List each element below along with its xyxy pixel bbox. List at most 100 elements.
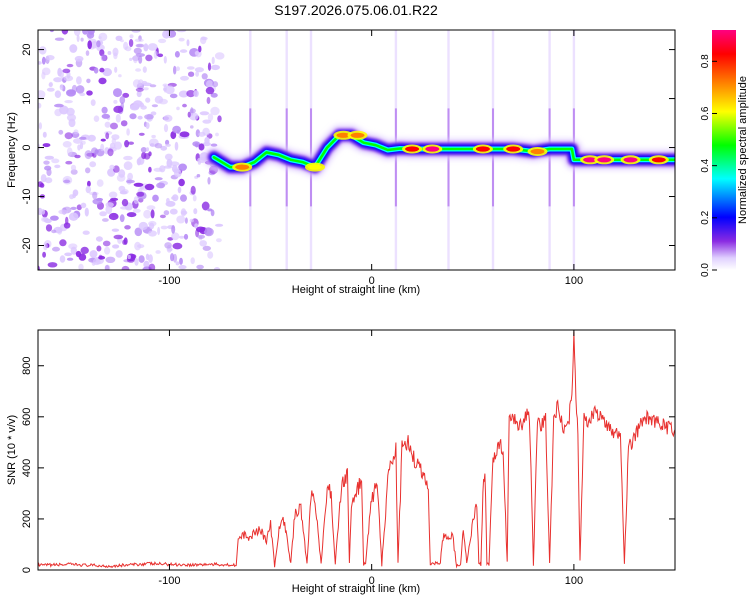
noise-blob (133, 182, 144, 187)
noise-blob (176, 106, 180, 111)
hotspot (425, 146, 440, 152)
noise-blob (154, 177, 163, 181)
noise-blob (158, 98, 168, 105)
noise-blob (66, 147, 73, 156)
noise-blob (137, 115, 143, 120)
snr-y-tick-label: 200 (21, 510, 33, 528)
noise-blob (179, 131, 190, 138)
noise-blob (145, 54, 153, 62)
noise-blob (66, 63, 74, 68)
noise-blob (147, 43, 158, 51)
noise-blob (207, 177, 211, 185)
noise-blob (84, 150, 93, 160)
noise-blob (171, 164, 178, 173)
hotspot (651, 157, 666, 163)
noise-blob (120, 120, 128, 127)
noise-blob (45, 55, 55, 61)
noise-blob (145, 97, 151, 103)
noise-blob (54, 108, 62, 117)
noise-blob (178, 163, 188, 171)
noise-blob (112, 244, 120, 249)
noise-blob (85, 185, 92, 194)
noise-blob (189, 108, 196, 114)
noise-blob (201, 201, 210, 211)
noise-blob (207, 251, 214, 259)
noise-blob (133, 55, 138, 64)
noise-blob (160, 225, 168, 230)
noise-blob (84, 207, 89, 217)
noise-blob (178, 178, 185, 187)
noise-blob (217, 115, 222, 123)
noise-blob (178, 90, 189, 98)
noise-blob (115, 35, 123, 41)
noise-blob (183, 233, 189, 240)
noise-blob (95, 236, 103, 242)
noise-blob (138, 255, 145, 263)
spectrogram-x-tick-label: 0 (369, 275, 375, 287)
noise-blob (100, 54, 107, 62)
colorbar-gradient (712, 30, 736, 270)
noise-blob (196, 174, 201, 178)
noise-blob (118, 185, 126, 192)
noise-blob (176, 215, 186, 224)
noise-blob (109, 164, 115, 170)
noise-blob (210, 92, 218, 98)
noise-blob (101, 113, 111, 119)
noise-blob (129, 104, 140, 111)
noise-blob (158, 38, 167, 44)
noise-blob (148, 166, 152, 173)
noise-blob (99, 211, 107, 217)
noise-blob (127, 254, 131, 260)
noise-blob (134, 227, 143, 237)
noise-blob (163, 210, 170, 216)
noise-blob (52, 246, 60, 252)
snr-y-tick-label: 800 (21, 357, 33, 375)
noise-blob (148, 230, 157, 237)
snr-x-label: Height of straight line (km) (292, 583, 420, 595)
colorbar-ticks: 0.0 0.2 0.4 0.6 0.8 (700, 54, 717, 277)
snr-series-line (38, 331, 675, 569)
noise-blob (38, 90, 46, 99)
noise-blob (66, 257, 74, 261)
noise-blob (110, 122, 118, 130)
noise-blob (164, 153, 173, 161)
noise-blob (216, 238, 222, 243)
hotspot (583, 157, 598, 163)
noise-blob (134, 38, 144, 43)
noise-blob (105, 202, 114, 208)
snr-y-tick-label: 400 (21, 459, 33, 477)
noise-blob (100, 138, 106, 142)
noise-blob (198, 143, 205, 151)
noise-blob (54, 103, 64, 108)
noise-blob (126, 179, 135, 184)
noise-blob (121, 265, 130, 270)
noise-blob (70, 246, 78, 255)
snr-x-tick-label: 0 (369, 575, 375, 587)
noise-blob (197, 234, 206, 239)
noise-blob (134, 258, 139, 266)
noise-blob (123, 161, 133, 171)
hotspot (308, 164, 322, 170)
noise-blob (192, 195, 197, 202)
spectrogram-y-tick-label: 20 (21, 43, 33, 55)
noise-blob (73, 138, 83, 144)
noise-blob (96, 40, 101, 48)
noise-blob (123, 155, 133, 161)
noise-blob (178, 235, 185, 239)
noise-blob (128, 141, 134, 145)
noise-blob (93, 115, 100, 122)
noise-blob (132, 208, 141, 213)
noise-blob (162, 30, 171, 39)
noise-blob (146, 205, 156, 211)
noise-blob (54, 37, 65, 41)
noise-blob (105, 256, 116, 263)
colorbar: 0.0 0.2 0.4 0.6 0.8 Normalized spectral ampl… (700, 30, 749, 277)
noise-blob (104, 121, 111, 128)
noise-blob (107, 51, 112, 55)
noise-blob (116, 174, 126, 182)
noise-blob (92, 198, 103, 205)
spectrogram-y-label: Frequency (Hz) (6, 112, 18, 188)
noise-blob (89, 161, 97, 168)
